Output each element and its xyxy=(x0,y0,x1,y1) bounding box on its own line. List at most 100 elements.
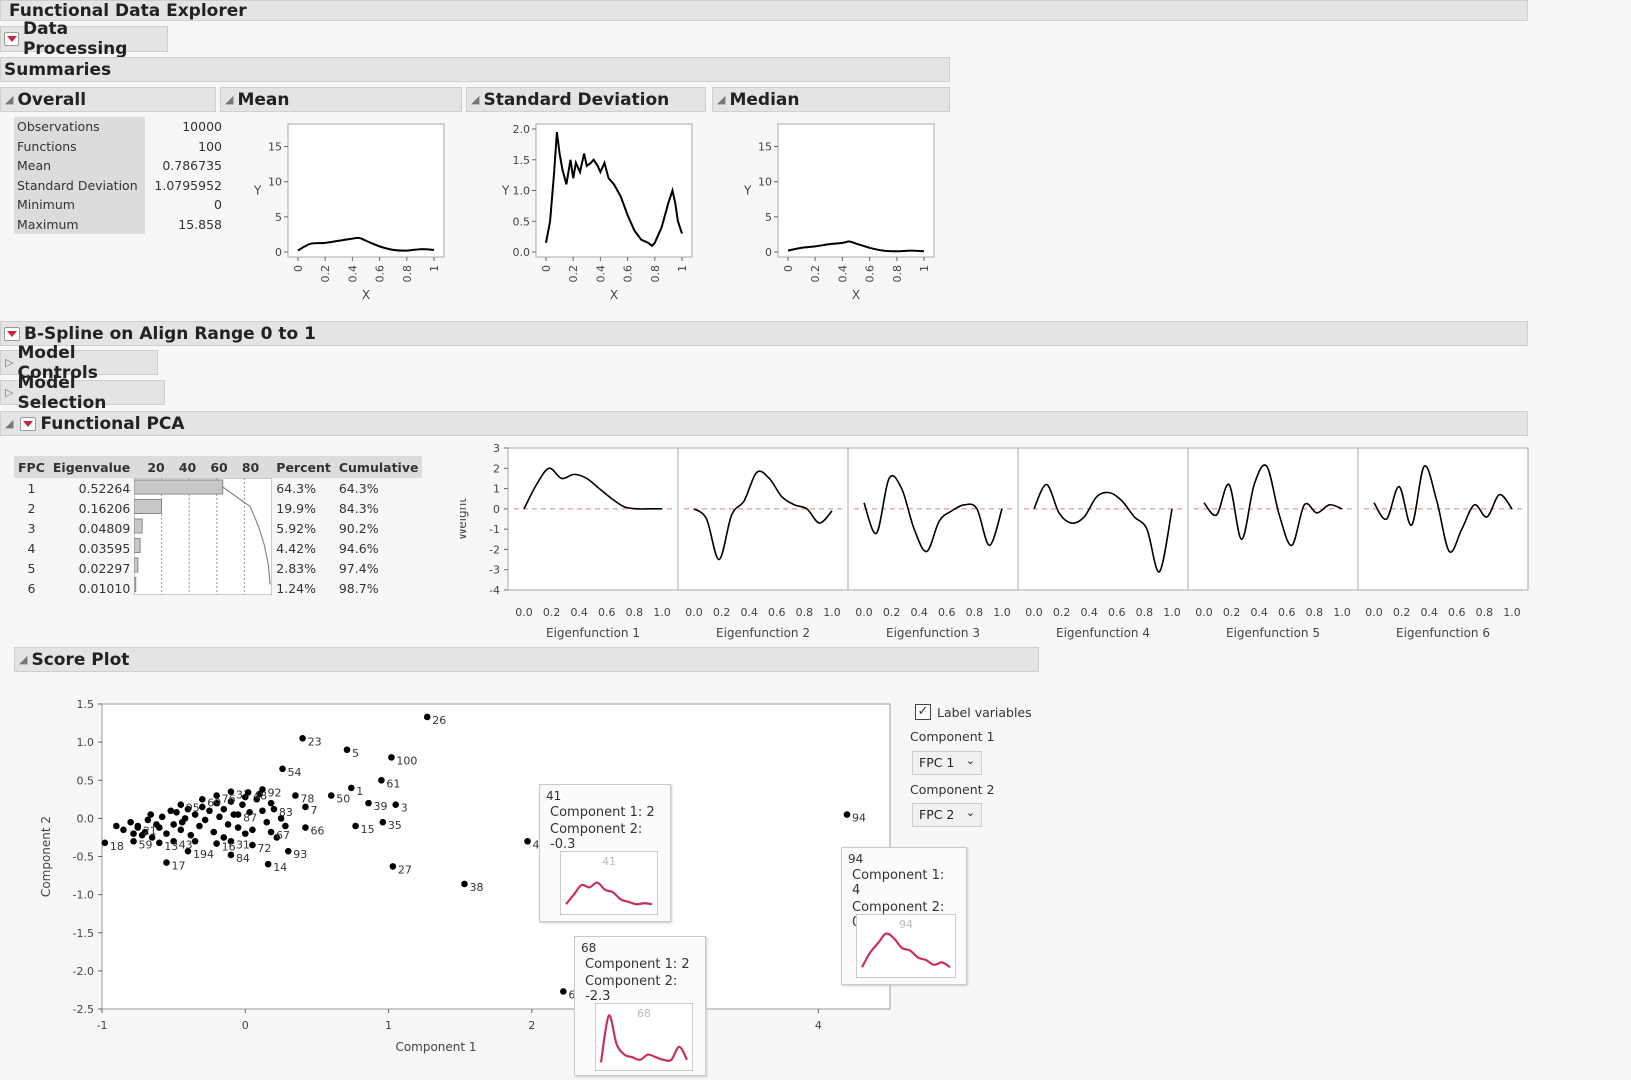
score-point xyxy=(156,839,163,847)
stat-value: 10000 xyxy=(182,119,222,135)
score-point xyxy=(167,807,175,815)
percent-cell: 4.42% xyxy=(276,540,316,556)
y-tick-label: 0 xyxy=(765,246,772,259)
table-row: 6 0.01010 1.24% 98.7% xyxy=(14,578,422,598)
disclosure-open-icon[interactable]: ◢ xyxy=(225,93,234,106)
plot-frame xyxy=(101,703,891,1010)
eigen-title: Eigenfunction 1 xyxy=(546,626,640,640)
y-tick-label: -1.0 xyxy=(73,889,94,902)
eigen-cell: 0.02297 xyxy=(78,560,131,576)
y-axis-label: Y xyxy=(743,184,752,198)
label-variables-checkbox[interactable]: ✓ Label variables xyxy=(915,704,1032,720)
disclosure-open-icon[interactable]: ◢ xyxy=(5,93,14,106)
score-point xyxy=(144,816,152,824)
x-tick-label: 0.2 xyxy=(1393,606,1411,619)
score-point xyxy=(392,801,400,808)
percent-cell: 1.24% xyxy=(276,580,316,596)
mini-label: 68 xyxy=(637,1007,651,1020)
eigen-title: Eigenfunction 3 xyxy=(886,626,980,640)
point-label: 15 xyxy=(361,823,375,836)
tooltip-mini-plot: 68 xyxy=(595,1003,693,1071)
red-triangle-menu-icon[interactable] xyxy=(4,326,20,341)
y-axis-label: Y xyxy=(501,184,510,198)
y-tick-label: -2 xyxy=(489,543,500,556)
stat-label: Functions xyxy=(14,136,145,156)
tooltip-point-94: 94 Component 1: 4 Component 2: 0.1 94 xyxy=(841,847,967,985)
y-tick-label: -1.5 xyxy=(73,927,94,940)
eigen-cell: 0.01010 xyxy=(78,580,131,596)
x-tick-label: 0.8 xyxy=(796,606,814,619)
disclosure-closed-icon[interactable]: ▷ xyxy=(5,356,14,369)
y-axis-label: Component 2 xyxy=(39,816,53,897)
x-tick-label: 0.2 xyxy=(567,265,580,283)
col-header: FPC xyxy=(14,456,49,478)
y-tick-label: 10 xyxy=(758,176,772,189)
disclosure-open-icon[interactable]: ◢ xyxy=(5,417,14,430)
x-axis-label: Component 1 xyxy=(395,1040,476,1054)
sd-bar[interactable]: ◢ Standard Deviation xyxy=(466,87,706,112)
x-tick-label: 0.6 xyxy=(1448,606,1466,619)
y-tick-label: 0 xyxy=(493,503,500,516)
component1-select[interactable]: FPC 1 ⌄ xyxy=(912,751,982,775)
cum-cell: 98.7% xyxy=(338,580,379,596)
x-tick-label: 1 xyxy=(428,265,441,272)
model-controls-bar[interactable]: ▷ Model Controls xyxy=(0,343,158,383)
eigen-frame xyxy=(1187,447,1359,591)
score-plot-bar[interactable]: ◢ Score Plot xyxy=(14,647,1039,672)
eigen-cell: 0.04809 xyxy=(78,520,131,536)
component1-value: FPC 1 xyxy=(919,755,955,770)
red-triangle-menu-icon[interactable] xyxy=(20,416,37,431)
score-point xyxy=(270,805,278,813)
disclosure-open-icon[interactable]: ◢ xyxy=(471,93,480,106)
x-tick-label: 0.4 xyxy=(346,265,359,283)
median-bar[interactable]: ◢ Median xyxy=(712,87,950,112)
x-tick-label: 0.6 xyxy=(1108,606,1126,619)
summaries-bar[interactable]: Summaries xyxy=(0,57,950,82)
score-point xyxy=(347,784,355,792)
point-label: 94 xyxy=(852,812,866,825)
fde-title: Functional Data Explorer xyxy=(9,0,247,21)
point-label: 100 xyxy=(396,754,417,767)
score-point xyxy=(267,828,275,836)
component2-select[interactable]: FPC 2 ⌄ xyxy=(912,803,982,827)
overall-bar[interactable]: ◢ Overall xyxy=(0,87,216,112)
score-point xyxy=(282,822,289,830)
stat-row: Observations 10000 xyxy=(14,117,226,137)
x-tick-label: -1 xyxy=(97,1019,108,1032)
disclosure-open-icon[interactable]: ◢ xyxy=(19,653,28,666)
tooltip-line: Component 2: -2.3 xyxy=(585,974,678,1004)
disclosure-open-icon[interactable]: ◢ xyxy=(717,93,726,106)
score-point xyxy=(178,818,186,826)
model-selection-bar[interactable]: ▷ Model Selection xyxy=(0,373,165,413)
fde-title-bar[interactable]: Functional Data Explorer xyxy=(0,0,1528,21)
bspline-bar[interactable]: B-Spline on Align Range 0 to 1 xyxy=(0,321,1528,346)
x-tick-label: 0.4 xyxy=(1080,606,1098,619)
disclosure-closed-icon[interactable]: ▷ xyxy=(5,386,14,399)
point-label: 38 xyxy=(469,881,483,894)
mean-bar[interactable]: ◢ Mean xyxy=(220,87,462,112)
y-tick-label: -1 xyxy=(489,523,500,536)
mini-curve xyxy=(861,932,951,969)
x-tick-label: 1.0 xyxy=(1163,606,1181,619)
score-point xyxy=(249,841,256,849)
cum-cell: 84.3% xyxy=(338,500,379,516)
fpca-bar[interactable]: ◢ Functional PCA xyxy=(0,411,1528,436)
score-point xyxy=(524,837,531,845)
stat-row: Mean 0.786735 xyxy=(14,156,226,176)
eigen-curve xyxy=(1373,465,1513,553)
point-label: 1 xyxy=(356,785,363,798)
data-processing-bar[interactable]: Data Processing xyxy=(0,19,168,59)
score-point xyxy=(327,792,335,799)
red-triangle-menu-icon[interactable] xyxy=(4,32,19,46)
checkbox-checked-icon[interactable]: ✓ xyxy=(915,704,931,720)
score-point xyxy=(216,813,223,821)
y-tick-label: -2.0 xyxy=(73,965,94,978)
score-point xyxy=(263,818,271,826)
score-point xyxy=(843,811,851,818)
x-tick-label: 0 xyxy=(242,1019,249,1032)
y-axis-label: Y xyxy=(253,184,262,198)
score-point xyxy=(147,811,155,818)
x-tick-label: 1.0 xyxy=(823,606,841,619)
score-point xyxy=(170,837,177,845)
x-tick-label: 0.4 xyxy=(1420,606,1438,619)
